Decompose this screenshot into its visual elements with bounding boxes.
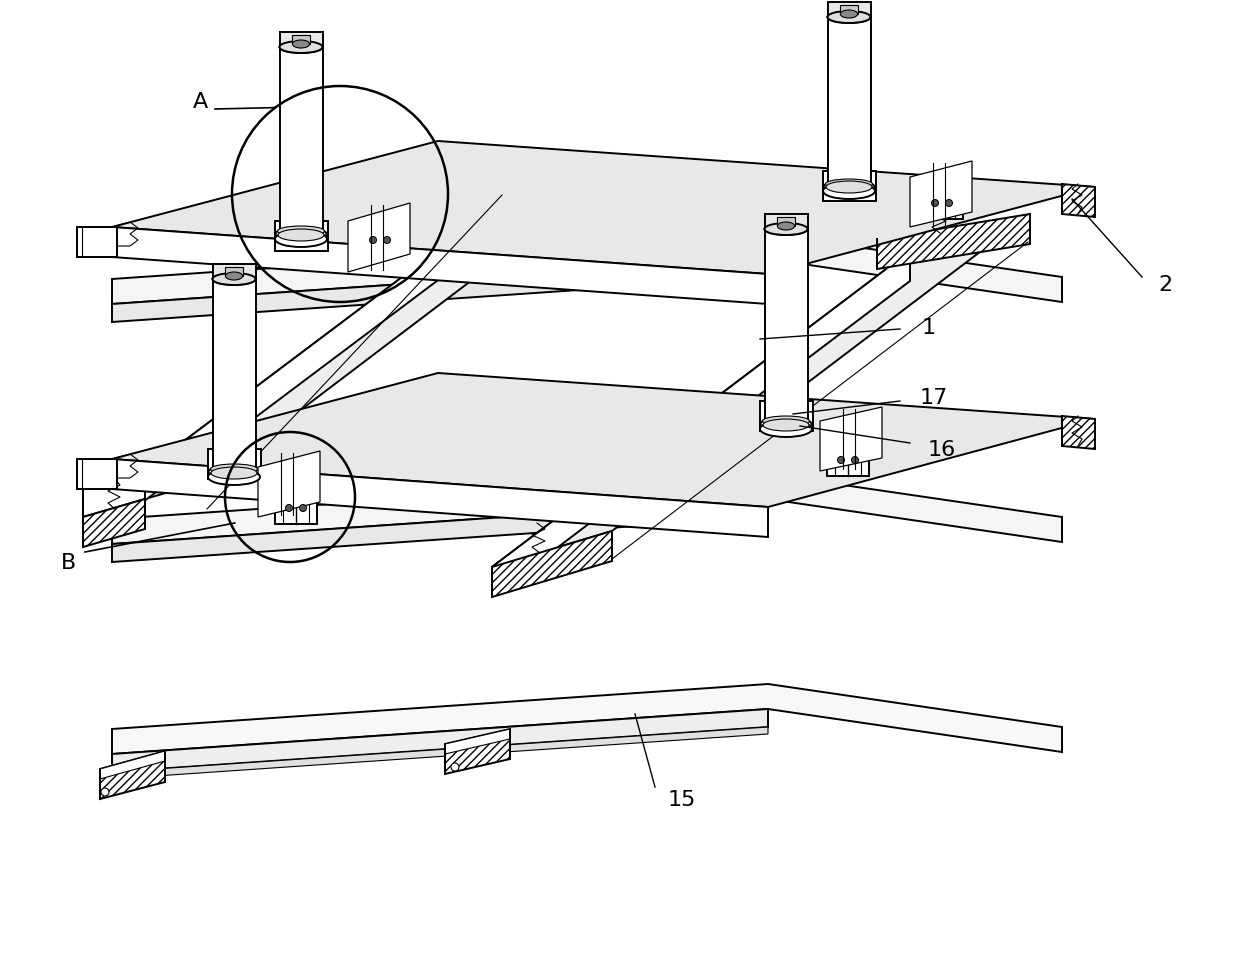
Polygon shape <box>112 459 768 537</box>
Polygon shape <box>921 188 963 220</box>
Ellipse shape <box>760 417 811 432</box>
Polygon shape <box>492 252 910 597</box>
Polygon shape <box>760 402 813 432</box>
Polygon shape <box>280 33 322 48</box>
Ellipse shape <box>279 42 322 54</box>
Polygon shape <box>112 234 1061 305</box>
Polygon shape <box>275 222 329 252</box>
Ellipse shape <box>275 228 326 241</box>
Polygon shape <box>348 204 410 273</box>
Polygon shape <box>112 709 768 772</box>
Polygon shape <box>492 531 613 597</box>
Circle shape <box>285 505 293 512</box>
Circle shape <box>931 200 939 207</box>
Circle shape <box>945 200 952 207</box>
Polygon shape <box>910 162 972 228</box>
Ellipse shape <box>826 180 873 190</box>
Polygon shape <box>226 268 243 276</box>
Text: 16: 16 <box>928 440 956 459</box>
Polygon shape <box>112 373 1095 507</box>
Text: B: B <box>61 552 76 573</box>
Text: A: A <box>192 92 207 112</box>
Ellipse shape <box>279 42 322 54</box>
Polygon shape <box>83 165 625 518</box>
Polygon shape <box>827 445 869 477</box>
Polygon shape <box>213 279 255 480</box>
Polygon shape <box>828 3 870 18</box>
Ellipse shape <box>211 464 258 475</box>
Ellipse shape <box>823 184 875 199</box>
Ellipse shape <box>278 230 324 241</box>
Text: 17: 17 <box>920 388 949 407</box>
Polygon shape <box>765 215 808 230</box>
Polygon shape <box>1061 416 1095 449</box>
Ellipse shape <box>823 181 874 194</box>
Polygon shape <box>765 230 808 432</box>
Polygon shape <box>258 451 320 518</box>
Polygon shape <box>275 492 317 525</box>
Ellipse shape <box>293 41 310 49</box>
Ellipse shape <box>841 11 858 19</box>
Polygon shape <box>112 228 768 305</box>
Ellipse shape <box>278 227 325 236</box>
Polygon shape <box>112 142 1095 275</box>
Ellipse shape <box>208 465 259 480</box>
Circle shape <box>300 505 306 512</box>
Ellipse shape <box>827 12 870 24</box>
Ellipse shape <box>760 421 812 438</box>
Polygon shape <box>213 265 255 279</box>
Ellipse shape <box>827 12 870 24</box>
Circle shape <box>383 237 391 244</box>
Circle shape <box>100 788 109 796</box>
Polygon shape <box>777 218 795 227</box>
Text: 15: 15 <box>668 789 697 809</box>
Circle shape <box>837 457 844 464</box>
Ellipse shape <box>226 273 243 280</box>
Ellipse shape <box>208 470 260 486</box>
Polygon shape <box>828 18 870 193</box>
Ellipse shape <box>765 224 807 235</box>
Text: 1: 1 <box>923 318 936 338</box>
Polygon shape <box>360 225 401 257</box>
Polygon shape <box>112 684 1061 754</box>
Polygon shape <box>280 48 322 241</box>
Ellipse shape <box>211 468 257 480</box>
Polygon shape <box>100 751 165 780</box>
Ellipse shape <box>763 416 810 427</box>
Polygon shape <box>112 475 1061 544</box>
Polygon shape <box>293 36 310 45</box>
Polygon shape <box>77 228 117 258</box>
Polygon shape <box>83 472 145 518</box>
Polygon shape <box>112 727 768 780</box>
Polygon shape <box>445 729 510 774</box>
Polygon shape <box>841 6 858 15</box>
Ellipse shape <box>212 274 255 285</box>
Circle shape <box>370 237 377 244</box>
Ellipse shape <box>765 224 807 235</box>
Polygon shape <box>112 499 768 563</box>
Polygon shape <box>492 215 1030 568</box>
Polygon shape <box>823 172 875 202</box>
Polygon shape <box>112 260 768 322</box>
Polygon shape <box>820 407 882 472</box>
Ellipse shape <box>212 274 255 285</box>
Polygon shape <box>208 449 260 480</box>
Ellipse shape <box>777 223 795 231</box>
Text: 2: 2 <box>1158 275 1172 295</box>
Polygon shape <box>77 459 117 489</box>
Ellipse shape <box>763 419 808 432</box>
Polygon shape <box>83 499 145 547</box>
Circle shape <box>852 457 858 464</box>
Polygon shape <box>877 215 1030 270</box>
Polygon shape <box>1061 185 1095 218</box>
Polygon shape <box>100 751 165 799</box>
Ellipse shape <box>826 182 872 193</box>
Polygon shape <box>445 729 510 754</box>
Ellipse shape <box>275 232 327 248</box>
Polygon shape <box>83 203 502 547</box>
Circle shape <box>451 763 459 771</box>
